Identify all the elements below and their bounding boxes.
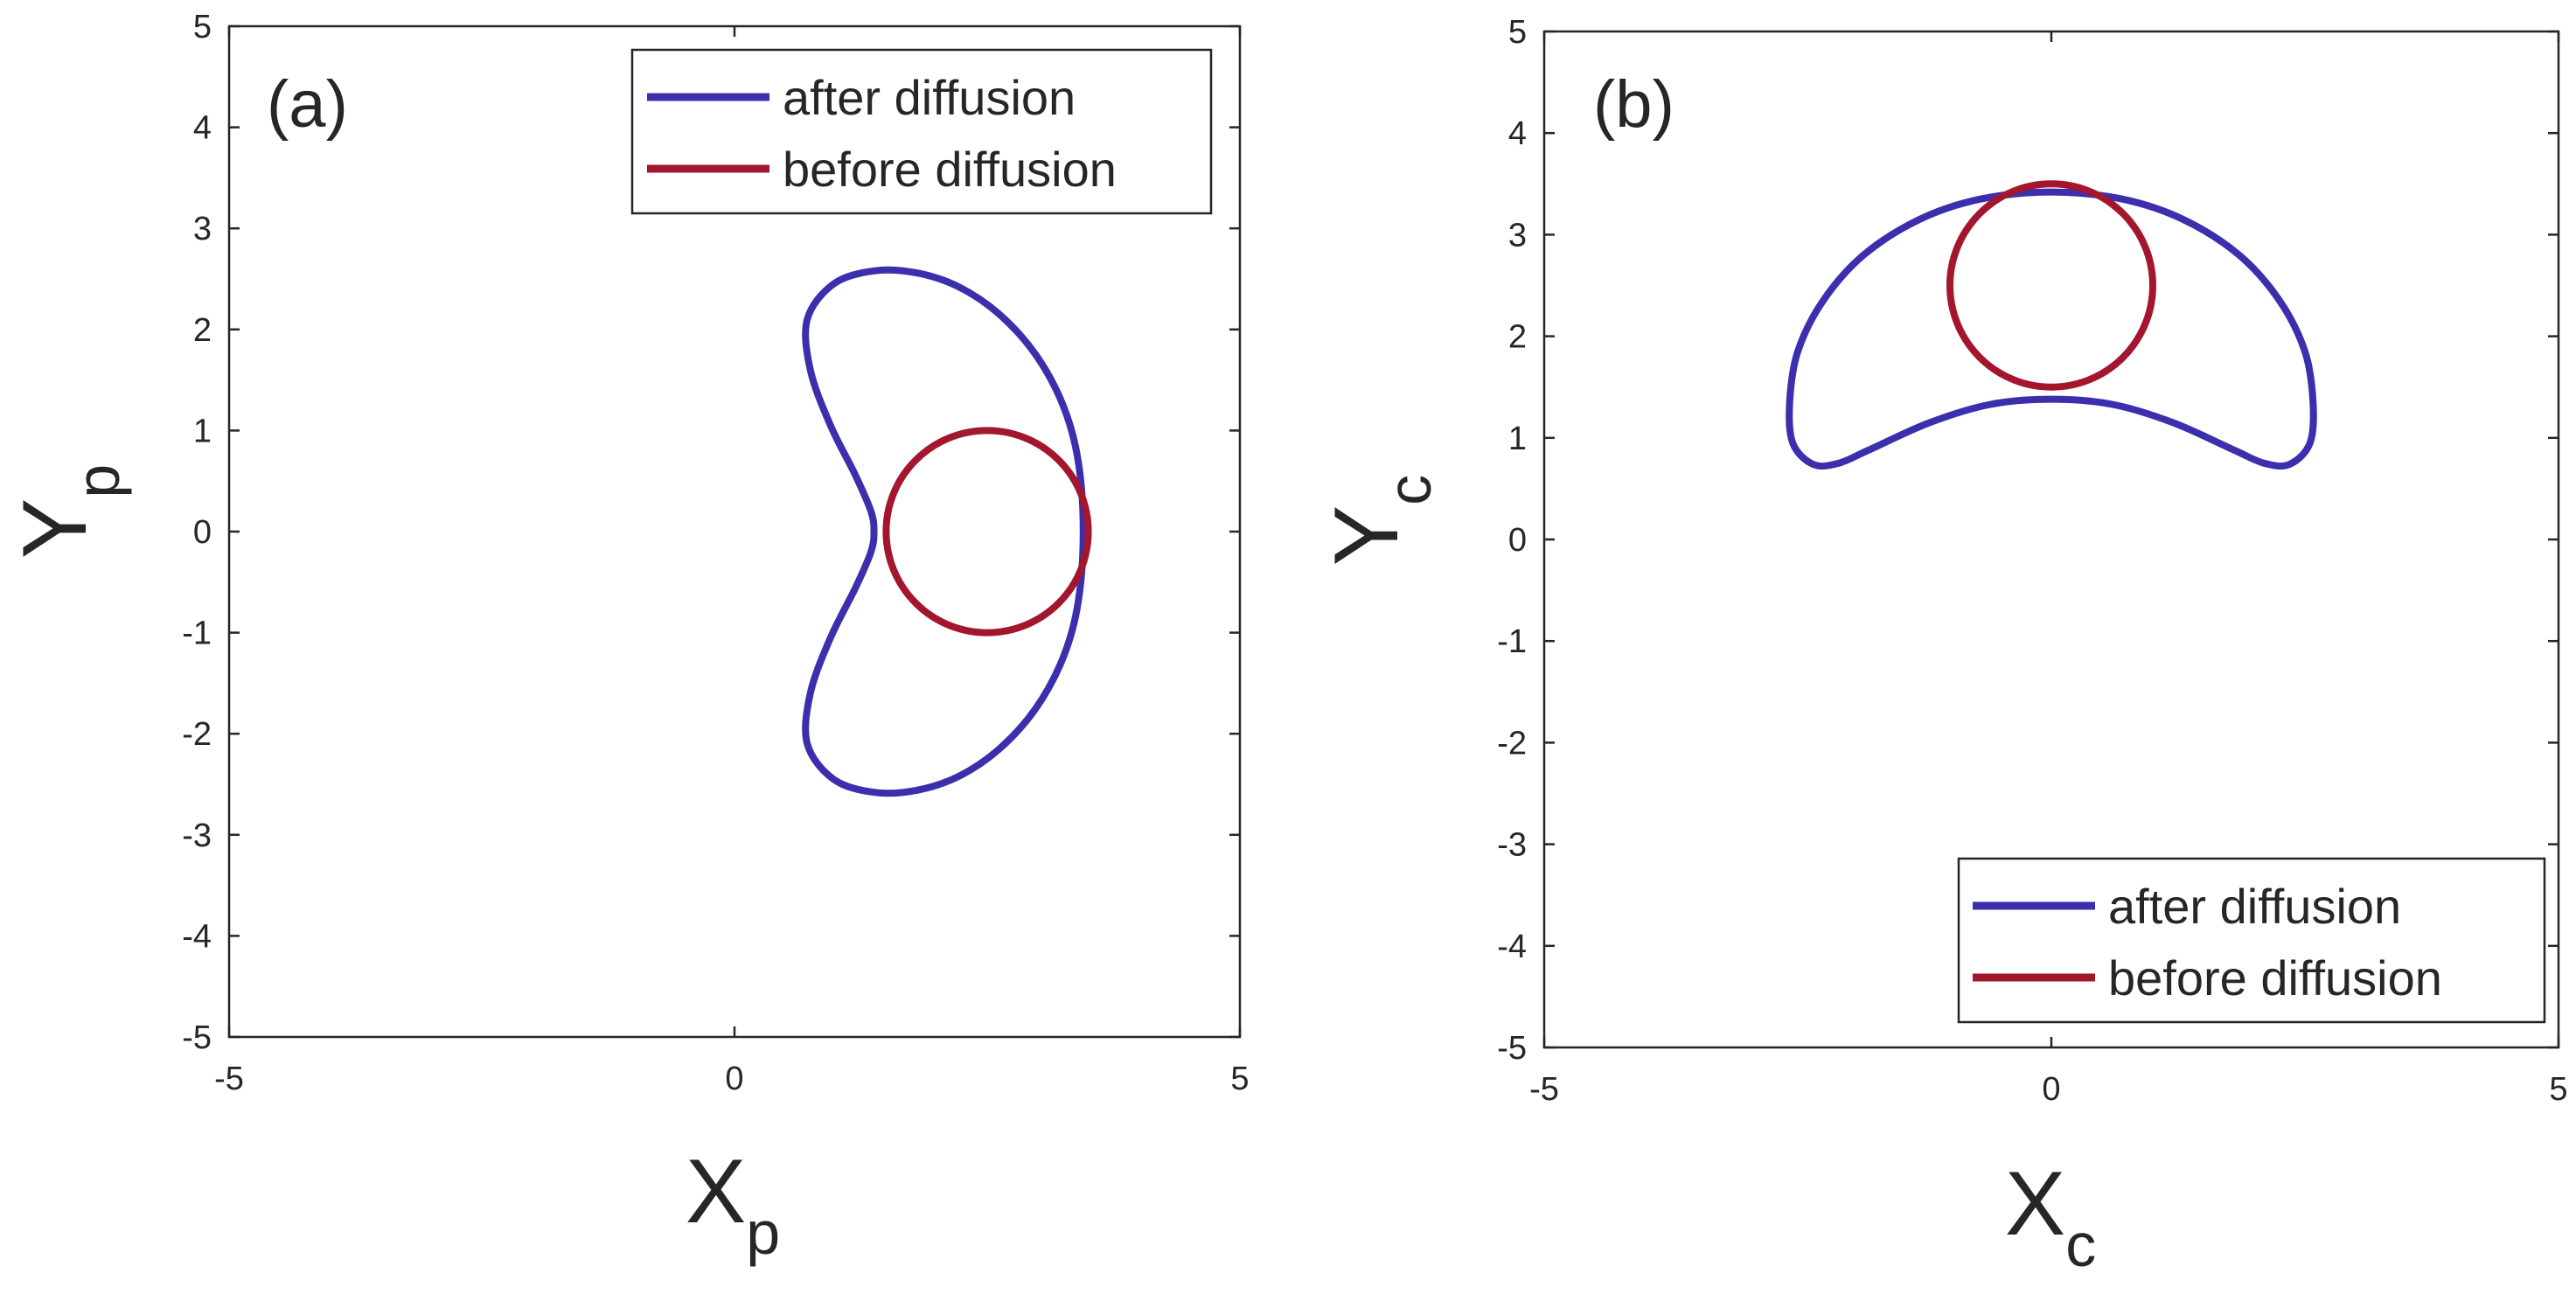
- panel-b-legend-before: before diffusion: [2108, 950, 2442, 1005]
- panel-a-plot: -5 -4 -3 -2 -1 0 1 2 3 4 5 -5 0 5: [182, 9, 1249, 1097]
- panel-b-ytick-label: 5: [1508, 14, 1527, 51]
- panel-a-series-before-diffusion: [882, 427, 1092, 637]
- panel-a-tag: (a): [267, 67, 348, 142]
- panel-b-xtick-label: 5: [2549, 1071, 2567, 1108]
- panel-b-ytick-label: 2: [1508, 319, 1527, 356]
- panel-b-series-before-diffusion: [1946, 180, 2156, 391]
- panel-a-legend-after: after diffusion: [783, 70, 1076, 125]
- panel-b-legend: after diffusion before diffusion: [1957, 857, 2546, 1024]
- panel-b-ytick-label: -3: [1497, 827, 1527, 864]
- panel-a-ylabel: Yp: [4, 464, 132, 559]
- panel-b-ytick-label: -2: [1497, 725, 1527, 762]
- panel-a-ytick-label: -1: [182, 616, 212, 652]
- panel-a-legend-box: [630, 48, 1213, 215]
- panel-b-legend-after: after diffusion: [2108, 879, 2401, 934]
- panel-a-ytick-label: -5: [182, 1019, 212, 1056]
- panel-a-legend: after diffusion before diffusion: [630, 48, 1213, 215]
- panel-b-ytick-label: 4: [1508, 115, 1527, 152]
- panel-b-ytick-label: -1: [1497, 623, 1527, 660]
- panel-b-ytick-label: 3: [1508, 217, 1527, 254]
- panel-a-ytick-label: -2: [182, 716, 212, 753]
- panel-a-xlabel-sub: p: [746, 1199, 780, 1267]
- panel-b-tag: (b): [1593, 67, 1674, 142]
- panel-b-legend-box: [1957, 857, 2546, 1024]
- panel-b-xtick-label: -5: [1529, 1071, 1559, 1108]
- panel-a-ytick-label: 2: [193, 312, 212, 349]
- panel-b-xtick-label: 0: [2042, 1071, 2060, 1108]
- panel-a-ytick-label: 3: [193, 211, 212, 247]
- panel-b-series-after-diffusion: [1786, 188, 2317, 470]
- panel-b-xlabel-sub: c: [2065, 1211, 2096, 1279]
- panel-a: Yp Xp -5 -4 -3 -2 -1 0 1 2 3 4 5 -5 0 5 (a) after dif…: [4, 9, 1250, 1267]
- panel-b-ytick-label: 1: [1508, 421, 1527, 457]
- panel-b-ylabel: Yc: [1316, 475, 1444, 566]
- panel-a-ytick-label: 0: [193, 514, 212, 551]
- panel-a-ytick-label: 5: [193, 9, 212, 45]
- panel-b-ytick-label: -5: [1497, 1030, 1527, 1067]
- panel-a-series-after-diffusion: [802, 266, 1087, 797]
- panel-b-ytick-label: 0: [1508, 522, 1527, 559]
- panel-a-ytick-label: -3: [182, 817, 212, 854]
- panel-b-plot: -5 -4 -3 -2 -1 0 1 2 3 4 5 -5 0 5: [1497, 14, 2567, 1108]
- panel-b-ylabel-sub: c: [1375, 475, 1444, 505]
- panel-a-legend-before: before diffusion: [783, 142, 1117, 197]
- panel-a-ylabel-sub: p: [64, 464, 132, 498]
- panel-a-xtick-label: -5: [214, 1061, 244, 1097]
- panel-a-xtick-label: 0: [725, 1061, 743, 1097]
- panel-a-ytick-label: 1: [193, 413, 212, 449]
- panel-b: Yc Xc -5 -4 -3 -2 -1 0 1 2 3 4 5 -5 0 5 (b) after dif…: [1316, 14, 2568, 1279]
- panel-a-xtick-label: 5: [1230, 1061, 1249, 1097]
- panel-a-ytick-label: -4: [182, 918, 212, 955]
- panel-b-ytick-label: -4: [1497, 929, 1527, 965]
- panel-a-xlabel: Xp: [686, 1141, 780, 1267]
- panel-b-xlabel: Xc: [2005, 1153, 2096, 1279]
- panel-a-ytick-label: 4: [193, 110, 212, 147]
